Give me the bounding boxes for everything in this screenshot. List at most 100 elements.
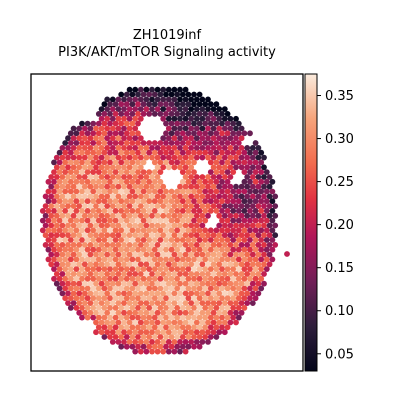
spot	[205, 125, 211, 132]
spot	[255, 212, 262, 219]
spot	[233, 115, 239, 122]
spot	[109, 280, 116, 287]
spot	[118, 169, 125, 176]
spot	[62, 285, 69, 292]
spot	[87, 193, 94, 200]
spot	[193, 242, 200, 248]
spot	[179, 334, 186, 340]
spot	[182, 183, 189, 190]
spot	[213, 246, 220, 253]
spot	[81, 251, 88, 258]
spot	[227, 280, 234, 287]
spot	[123, 295, 130, 302]
spot	[238, 164, 245, 171]
spot	[109, 300, 116, 306]
spot	[104, 135, 111, 142]
spot	[191, 343, 197, 350]
spot	[95, 208, 102, 214]
spot	[101, 246, 108, 253]
spot	[90, 208, 97, 214]
spot	[132, 329, 139, 336]
spot	[81, 280, 88, 287]
spot	[115, 329, 122, 336]
spot	[210, 183, 217, 190]
spot	[185, 140, 192, 146]
spot	[255, 290, 262, 297]
spot	[67, 295, 74, 302]
spot	[261, 232, 267, 239]
spot	[272, 193, 279, 200]
spot	[191, 169, 197, 176]
spot	[126, 290, 133, 297]
spot	[118, 237, 125, 243]
spot	[221, 154, 228, 161]
spot	[202, 246, 209, 253]
spot	[123, 178, 130, 185]
spot	[73, 266, 80, 272]
spot	[235, 295, 242, 302]
spot	[191, 140, 197, 146]
spot	[171, 348, 178, 355]
spot	[185, 120, 192, 127]
spot	[191, 91, 197, 98]
spot	[216, 290, 223, 297]
spot	[157, 227, 164, 234]
spot	[177, 280, 183, 287]
spot	[93, 125, 99, 132]
spot	[196, 178, 203, 185]
spot	[93, 290, 99, 297]
spot	[126, 242, 133, 248]
spot	[235, 227, 242, 234]
spot	[216, 329, 223, 336]
spot	[174, 334, 181, 340]
spot	[151, 208, 158, 214]
spot	[269, 208, 276, 214]
spot	[196, 91, 203, 98]
spot	[163, 246, 169, 253]
spot	[70, 251, 77, 258]
spot	[98, 300, 105, 306]
spot	[151, 266, 158, 272]
spot	[227, 212, 234, 219]
spot	[205, 212, 211, 219]
spot	[84, 266, 91, 272]
spot	[199, 174, 206, 180]
spot	[244, 242, 251, 248]
spot	[146, 295, 153, 302]
spot	[157, 140, 164, 146]
spot	[207, 149, 214, 156]
spot	[112, 217, 119, 224]
spot	[182, 329, 189, 336]
spot	[140, 246, 147, 253]
spot	[112, 275, 119, 282]
spot	[224, 305, 231, 311]
spot	[135, 305, 141, 311]
spot	[258, 188, 265, 195]
spot	[210, 309, 217, 316]
spot	[168, 305, 175, 311]
spot	[149, 329, 155, 336]
spot	[65, 290, 71, 297]
spot	[118, 227, 125, 234]
spot	[65, 154, 71, 161]
spot	[221, 106, 228, 112]
spot	[188, 193, 195, 200]
spot	[193, 135, 200, 142]
spot	[104, 96, 111, 103]
spot	[177, 348, 183, 355]
spot	[115, 309, 122, 316]
spot	[93, 193, 99, 200]
spot	[207, 324, 214, 331]
spot	[247, 256, 253, 263]
spot	[163, 334, 169, 340]
spot	[67, 149, 74, 156]
spot	[252, 169, 259, 176]
spot	[53, 242, 60, 248]
spot	[177, 125, 183, 132]
spot	[118, 285, 125, 292]
spot	[160, 242, 167, 248]
spot	[53, 193, 60, 200]
spot	[93, 164, 99, 171]
spot	[132, 106, 139, 112]
spot	[235, 266, 242, 272]
